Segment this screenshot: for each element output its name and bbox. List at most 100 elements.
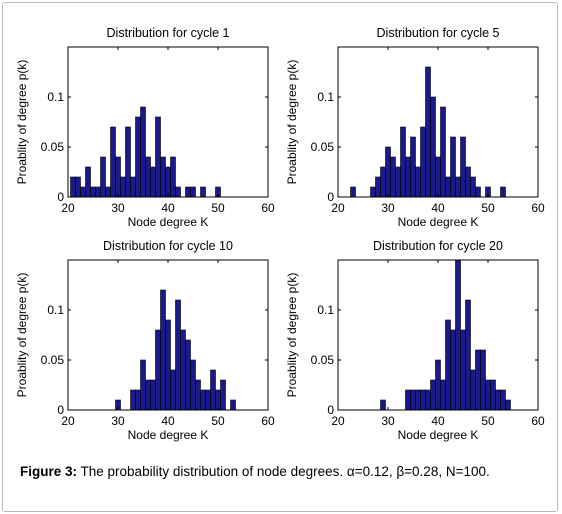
y-tick-label: 0.1 bbox=[317, 90, 334, 104]
bar bbox=[70, 176, 76, 198]
y-tick-label: 0.1 bbox=[317, 303, 334, 317]
x-tick-label: 30 bbox=[381, 201, 395, 215]
subplot-1: 20 30 40 50 60 0 0.05 0.1 Distribution for cycle… bbox=[15, 26, 275, 229]
chart-title: Distribution for cycle 5 bbox=[377, 26, 500, 40]
x-tick-label: 60 bbox=[531, 201, 545, 215]
bar bbox=[185, 339, 191, 411]
x-tick-label: 50 bbox=[481, 414, 495, 428]
y-axis-label: Proablity of degree p(k) bbox=[15, 273, 29, 398]
bar bbox=[460, 136, 466, 198]
bar bbox=[470, 369, 476, 411]
chart-title: Distribution for cycle 20 bbox=[373, 239, 503, 253]
caption-text: The probability distribution of node deg… bbox=[77, 464, 490, 479]
bar bbox=[105, 186, 111, 198]
bar bbox=[440, 379, 446, 411]
y-axis-label: Proablity of degree p(k) bbox=[285, 60, 299, 185]
chart-title: Distribution for cycle 10 bbox=[103, 239, 233, 253]
bar bbox=[435, 156, 441, 198]
y-axis-label: Proablity of degree p(k) bbox=[285, 273, 299, 398]
bar bbox=[135, 389, 141, 411]
y-tick-label: 0.1 bbox=[47, 303, 64, 317]
bar bbox=[145, 156, 151, 198]
bar bbox=[400, 126, 406, 198]
x-tick-label: 20 bbox=[61, 201, 75, 215]
bar bbox=[200, 186, 206, 198]
bar bbox=[430, 379, 436, 411]
x-axis-label: Node degree K bbox=[398, 215, 479, 229]
bar bbox=[405, 389, 411, 411]
bar bbox=[190, 359, 196, 411]
x-tick-label: 50 bbox=[211, 414, 225, 428]
bar bbox=[500, 186, 506, 198]
bar bbox=[480, 349, 486, 411]
y-tick-label: 0.05 bbox=[41, 140, 65, 154]
x-tick-label: 40 bbox=[431, 414, 445, 428]
bar bbox=[455, 259, 461, 411]
bar bbox=[430, 96, 436, 198]
bar bbox=[180, 329, 186, 411]
bar bbox=[90, 186, 96, 198]
bar bbox=[165, 166, 171, 198]
y-tick-label: 0.1 bbox=[47, 90, 64, 104]
bar bbox=[465, 166, 471, 198]
bar bbox=[195, 379, 201, 411]
bar bbox=[165, 319, 171, 411]
x-tick-label: 50 bbox=[211, 201, 225, 215]
bar bbox=[80, 186, 86, 198]
y-tick-label: 0 bbox=[327, 190, 334, 204]
bar bbox=[200, 389, 206, 411]
subplot-2: 20 30 40 50 60 0 0.05 0.1 Distribution for cycle… bbox=[285, 26, 545, 229]
bar bbox=[175, 186, 181, 198]
bar bbox=[185, 186, 191, 198]
subplot-3: 20 30 40 50 60 0 0.05 0.1 Distribution for cycle… bbox=[15, 239, 275, 442]
bar bbox=[450, 329, 456, 411]
bar bbox=[420, 389, 426, 411]
figure-caption: Figure 3: The probability distribution o… bbox=[20, 463, 540, 481]
x-tick-label: 60 bbox=[261, 414, 275, 428]
bar bbox=[415, 389, 421, 411]
bar bbox=[230, 399, 236, 411]
y-tick-label: 0 bbox=[57, 190, 64, 204]
x-tick-label: 50 bbox=[481, 201, 495, 215]
bar bbox=[380, 399, 386, 411]
x-axis-label: Node degree K bbox=[398, 428, 479, 442]
bar bbox=[475, 186, 481, 198]
bar bbox=[100, 156, 106, 198]
bar bbox=[210, 369, 216, 411]
bar bbox=[85, 166, 91, 198]
x-tick-label: 20 bbox=[331, 414, 345, 428]
bar bbox=[490, 379, 496, 411]
bar bbox=[140, 106, 146, 198]
bar bbox=[370, 186, 376, 198]
bar bbox=[150, 166, 156, 198]
bar bbox=[350, 186, 356, 198]
bar bbox=[135, 116, 141, 198]
bar bbox=[440, 106, 446, 198]
bar bbox=[445, 319, 451, 411]
subplot-4: 20 30 40 50 60 0 0.05 0.1 Distribution for cycle… bbox=[285, 239, 545, 442]
bar bbox=[455, 176, 461, 198]
y-axis-label: Proablity of degree p(k) bbox=[15, 60, 29, 185]
bar bbox=[155, 116, 161, 198]
y-tick-label: 0 bbox=[327, 403, 334, 417]
bar bbox=[390, 156, 396, 198]
bar bbox=[405, 156, 411, 198]
bar bbox=[125, 126, 131, 198]
bar bbox=[220, 379, 226, 411]
x-tick-label: 40 bbox=[431, 201, 445, 215]
bar bbox=[110, 126, 116, 198]
y-tick-label: 0 bbox=[57, 403, 64, 417]
bar bbox=[435, 359, 441, 411]
bar bbox=[395, 166, 401, 198]
bar bbox=[445, 176, 451, 198]
bar bbox=[205, 389, 211, 411]
x-tick-label: 30 bbox=[111, 201, 125, 215]
x-tick-label: 30 bbox=[111, 414, 125, 428]
bar bbox=[160, 289, 166, 411]
bar bbox=[415, 166, 421, 198]
y-tick-label: 0.05 bbox=[41, 353, 65, 367]
y-tick-label: 0.05 bbox=[311, 353, 335, 367]
bar bbox=[170, 369, 176, 411]
bar bbox=[410, 389, 416, 411]
bar bbox=[150, 379, 156, 411]
